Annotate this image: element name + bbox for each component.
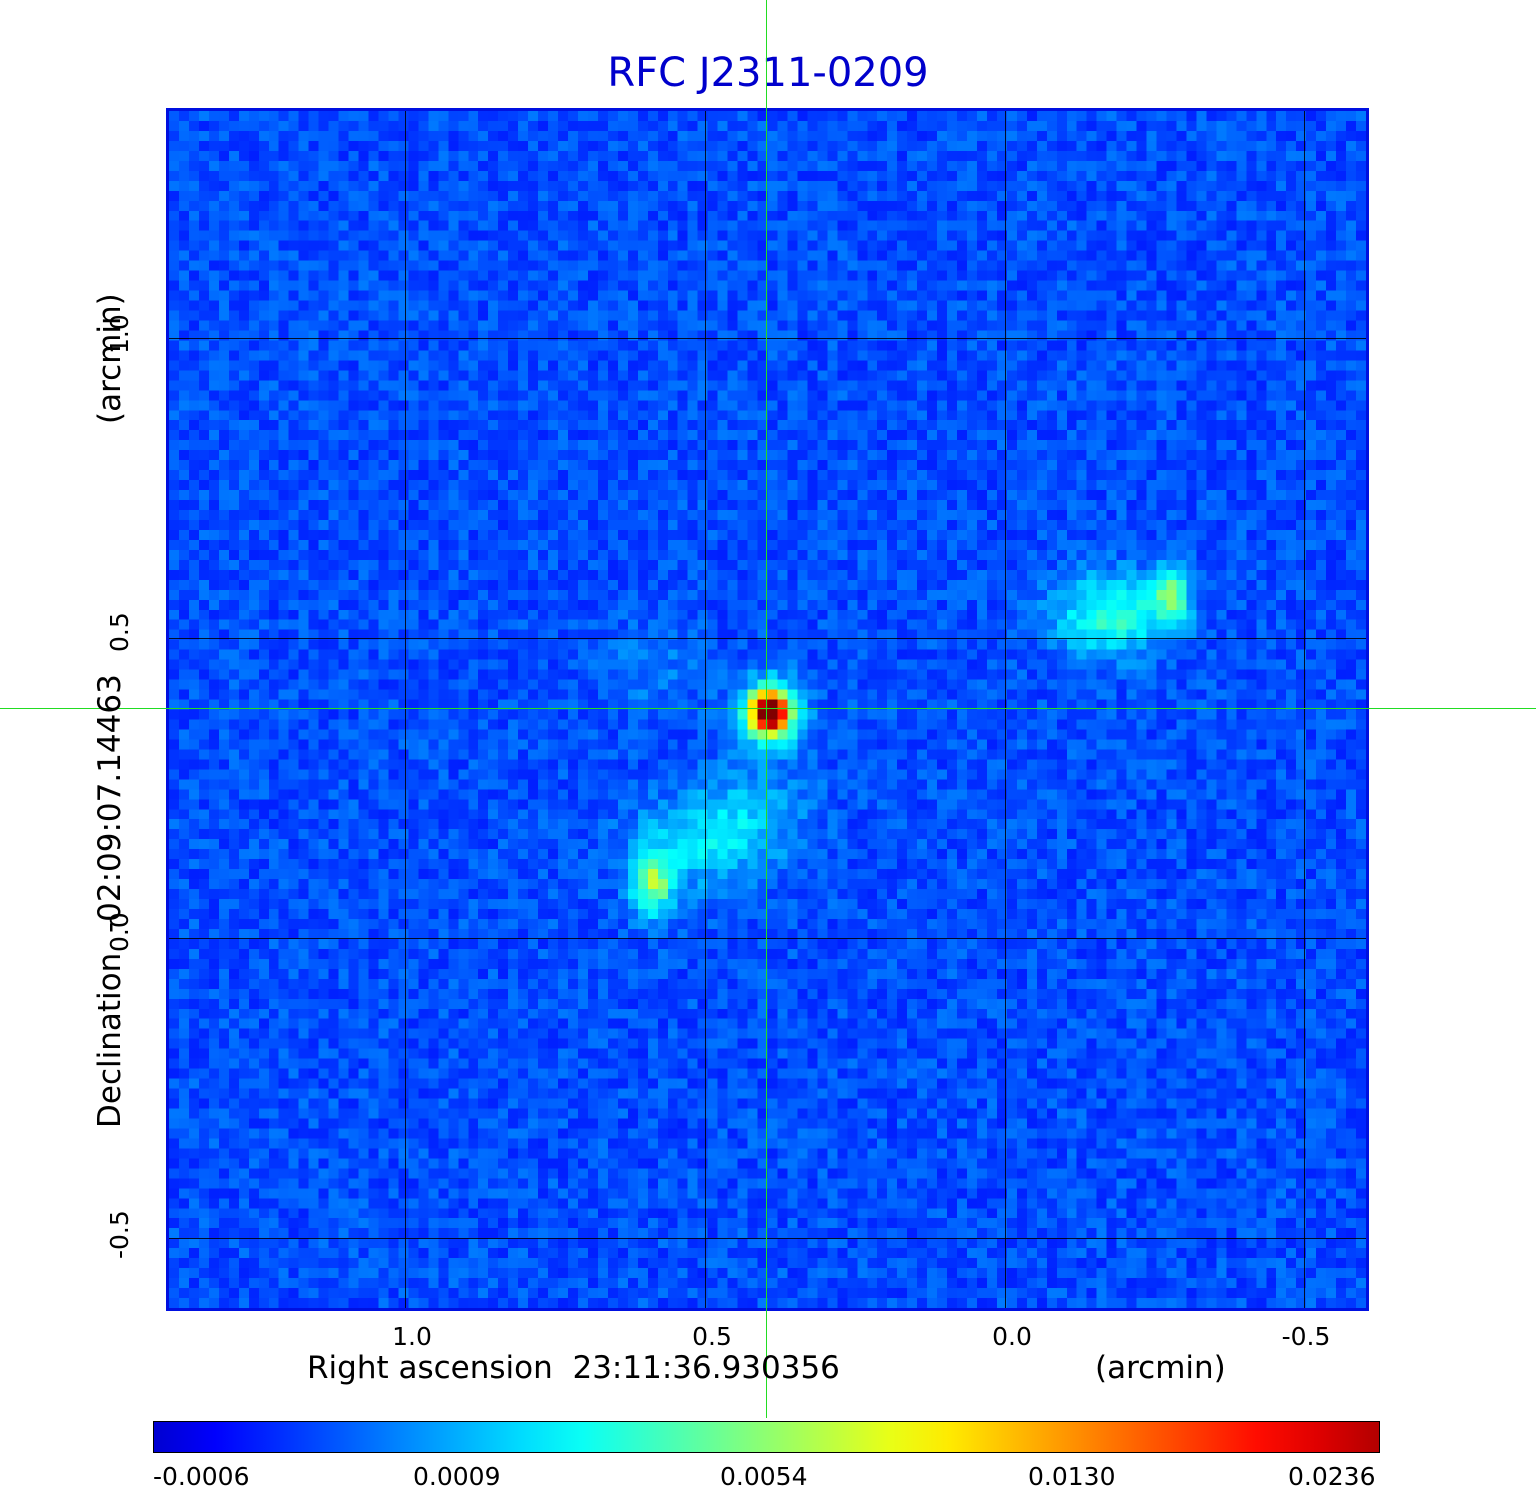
grid-line-x-0.0 (1005, 111, 1006, 1308)
colorbar-tick-label: 0.0130 (1028, 1462, 1116, 1491)
grid-line-y--0.5 (169, 1238, 1366, 1239)
radio-intensity-image (169, 111, 1366, 1308)
radio-map[interactable] (166, 108, 1369, 1311)
crosshair-vertical (766, 0, 767, 1418)
x-axis-label: Right ascension 23:11:36.930356 (307, 1350, 840, 1386)
grid-line-x-0.5 (705, 111, 706, 1308)
x-tick-label: 1.0 (392, 1322, 432, 1351)
x-tick-label: 0.5 (692, 1322, 732, 1351)
y-tick-label: 0.5 (105, 612, 134, 652)
x-tick-label: 0.0 (992, 1322, 1032, 1351)
grid-line-y-0.0 (169, 938, 1366, 939)
grid-line-y-1.0 (169, 338, 1366, 339)
grid-line-x-1.0 (405, 111, 406, 1308)
y-axis-unit: (arcmin) (92, 293, 128, 424)
colorbar-tick-label: 0.0009 (413, 1462, 501, 1491)
image-title: RFC J2311-0209 (607, 50, 929, 96)
x-axis-unit: (arcmin) (1095, 1350, 1226, 1386)
y-axis-label: Declination -02:09:07.14463 (92, 674, 128, 1128)
grid-line-x--0.5 (1304, 111, 1305, 1308)
grid-line-y-0.5 (169, 638, 1366, 639)
colorbar (153, 1421, 1380, 1453)
x-tick-label: -0.5 (1281, 1322, 1331, 1351)
colorbar-tick-label: 0.0236 (1288, 1462, 1376, 1491)
y-tick-label: -0.5 (105, 1210, 134, 1259)
colorbar-tick-label: 0.0054 (720, 1462, 808, 1491)
colorbar-tick-label: -0.0006 (153, 1462, 250, 1491)
crosshair-horizontal (0, 708, 1536, 709)
